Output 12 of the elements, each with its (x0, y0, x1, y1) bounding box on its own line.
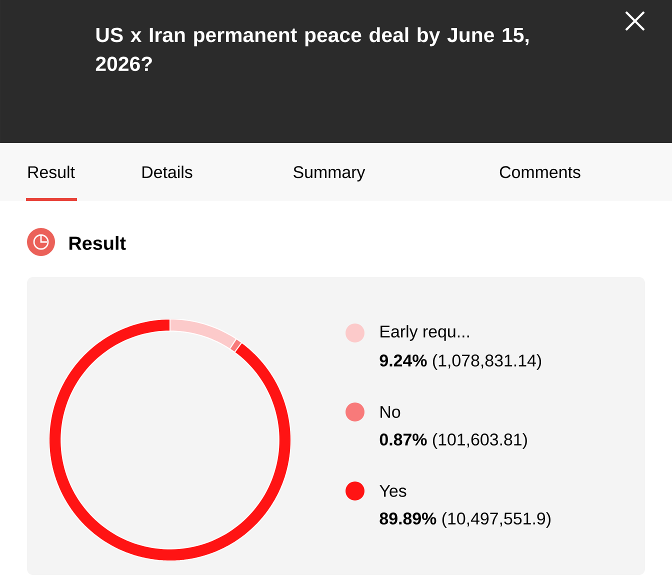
text: Result (28, 166, 75, 178)
data-label: 9.24% (1,078,831.14) (380, 354, 542, 370)
text: Summary (294, 166, 366, 182)
text: Comments (500, 166, 580, 178)
chart-subtitle: Result (69, 236, 126, 250)
legend-label: Early requ... (380, 325, 469, 341)
data-label: 0.87% (101,603.81) (380, 433, 527, 449)
legend-label: No (380, 406, 400, 418)
legend-label: Yes (380, 485, 406, 497)
data-label: 89.89% (10,497,551.9) (380, 512, 550, 528)
chart-title: US x Iran permanent peace deal by June 15, 2026? (96, 27, 529, 72)
text: Details (142, 166, 192, 178)
